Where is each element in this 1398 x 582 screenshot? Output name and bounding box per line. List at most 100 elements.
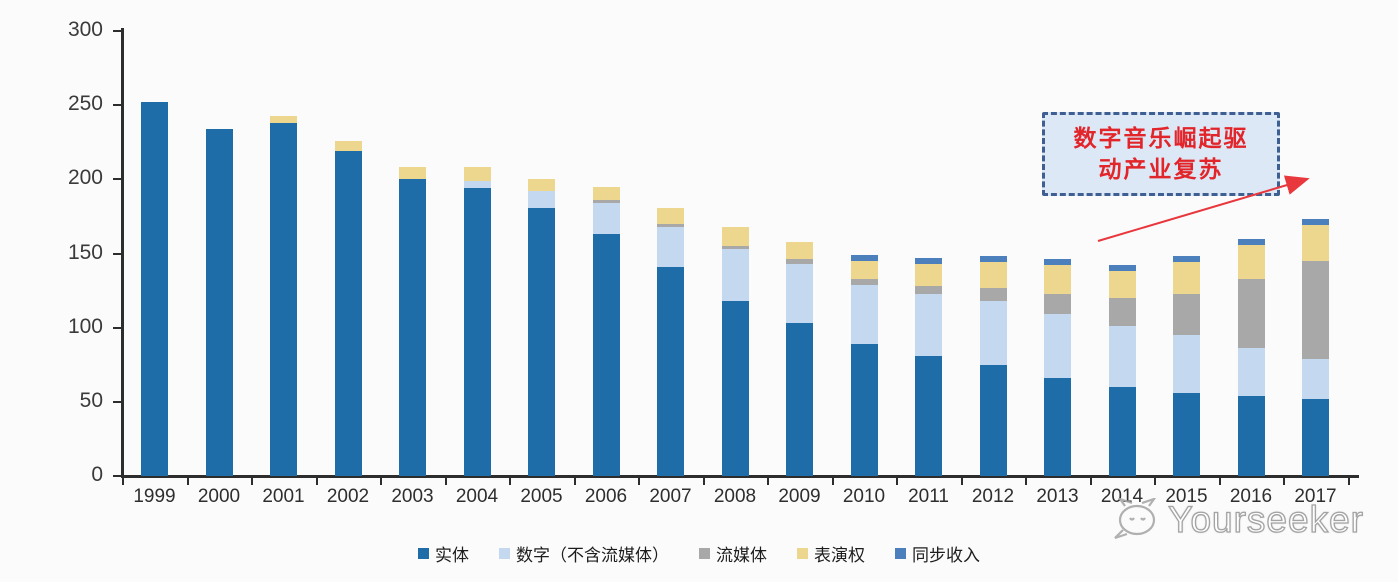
x-axis-tick — [1089, 478, 1092, 485]
bar-segment-2006-performance-rights — [592, 186, 620, 201]
bar-segment-2014-performance-rights — [1108, 271, 1136, 298]
bar-segment-2008-streaming — [721, 246, 749, 250]
x-axis-label: 2015 — [1165, 486, 1208, 507]
x-axis-label: 2010 — [842, 486, 886, 507]
bar-segment-2010-streaming — [850, 278, 878, 285]
x-axis-label: 2017 — [1294, 486, 1337, 507]
x-axis-label: 2014 — [1100, 486, 1144, 507]
bar-segment-2000-physical — [205, 128, 233, 476]
y-axis-tick — [113, 475, 122, 477]
legend-item-sync-revenue: 同步收入 — [895, 541, 980, 566]
x-axis-tick — [1154, 478, 1157, 485]
y-axis-line — [121, 28, 124, 478]
bar-segment-2013-performance-rights — [1044, 265, 1071, 294]
legend-swatch-sync-revenue — [895, 548, 906, 559]
x-axis-tick — [186, 478, 189, 485]
bar-segment-2017-sync-revenue — [1302, 219, 1329, 226]
x-axis-label: 2005 — [520, 486, 563, 507]
bar-segment-2007-streaming — [657, 223, 684, 227]
x-axis-tick — [573, 478, 576, 485]
bar-segment-2016-physical — [1237, 395, 1265, 476]
x-axis-tick — [315, 478, 318, 485]
bar-segment-2011-streaming — [915, 286, 942, 294]
legend-swatch-streaming — [699, 548, 710, 559]
x-axis-tick — [767, 478, 770, 485]
bar-segment-2009-physical — [786, 323, 813, 476]
bar-segment-2015-physical — [1173, 392, 1200, 476]
bar-segment-2008-performance-rights — [721, 226, 749, 247]
x-axis-label: 2011 — [908, 486, 949, 507]
bar-segment-2014-physical — [1108, 387, 1136, 476]
bar-segment-2007-digital-excl-streaming — [657, 226, 684, 267]
y-axis-label: 250 — [67, 92, 103, 116]
bar-segment-2004-physical — [463, 188, 491, 476]
x-axis-label: 2001 — [262, 486, 305, 507]
bar-segment-2015-performance-rights — [1173, 262, 1200, 294]
bar-segment-2012-performance-rights — [979, 262, 1007, 288]
x-axis-tick — [1283, 478, 1286, 485]
bar-segment-2017-digital-excl-streaming — [1302, 358, 1329, 399]
bar-segment-2010-physical — [850, 343, 878, 476]
legend-label-digital-excl-streaming: 数字（不含流媒体） — [516, 546, 669, 565]
bar-segment-2008-physical — [721, 300, 749, 476]
legend-label-streaming: 流媒体 — [716, 546, 767, 565]
annotation-text-line1: 数字音乐崛起驱 — [1073, 125, 1249, 151]
bar-segment-2010-sync-revenue — [850, 254, 878, 261]
bar-segment-2006-physical — [592, 234, 620, 476]
x-axis-line — [121, 475, 1359, 478]
x-axis-tick — [896, 478, 899, 485]
y-axis-label: 50 — [79, 388, 103, 412]
bar-segment-2010-performance-rights — [850, 260, 878, 279]
x-axis-tick — [960, 478, 963, 485]
bar-segment-2013-sync-revenue — [1044, 259, 1071, 266]
bar-segment-2003-performance-rights — [399, 167, 426, 180]
bar-segment-2016-digital-excl-streaming — [1237, 348, 1265, 396]
x-axis-tick — [638, 478, 641, 485]
bar-segment-2004-performance-rights — [463, 167, 491, 181]
x-axis-label: 2007 — [649, 486, 692, 507]
bar-segment-2001-physical — [270, 122, 297, 476]
bar-segment-2016-sync-revenue — [1237, 238, 1265, 245]
bar-segment-2002-performance-rights — [334, 140, 362, 152]
bar-segment-2005-performance-rights — [528, 179, 555, 192]
x-axis-tick — [444, 478, 447, 485]
x-axis-label: 2009 — [778, 486, 821, 507]
bar-segment-2013-digital-excl-streaming — [1044, 314, 1071, 379]
bar-segment-2006-digital-excl-streaming — [592, 203, 620, 235]
bar-segment-2012-physical — [979, 364, 1007, 476]
y-axis-label: 300 — [67, 18, 103, 41]
bar-segment-2014-digital-excl-streaming — [1108, 326, 1136, 387]
legend: 实体 数字（不含流媒体） 流媒体 表演权 同步收入 — [0, 541, 1398, 566]
y-axis-tick — [113, 178, 122, 181]
y-axis-tick — [113, 30, 122, 32]
bar-segment-2013-streaming — [1044, 293, 1071, 315]
watermark-label: Yourseeker — [1168, 498, 1364, 540]
bar-segment-2015-streaming — [1173, 293, 1200, 336]
bar-segment-2014-sync-revenue — [1108, 265, 1136, 272]
legend-swatch-physical — [418, 548, 429, 559]
y-axis-tick — [113, 326, 122, 329]
x-axis-tick — [702, 478, 705, 485]
bar-segment-2015-digital-excl-streaming — [1173, 335, 1200, 393]
bar-segment-2010-digital-excl-streaming — [850, 284, 878, 344]
legend-item-digital-excl-streaming: 数字（不含流媒体） — [499, 541, 669, 566]
bar-segment-2002-physical — [334, 151, 362, 476]
bar-segment-2005-physical — [528, 207, 555, 476]
annotation-arrow — [1097, 175, 1310, 242]
x-axis-label: 2008 — [713, 486, 757, 507]
bar-segment-2003-physical — [399, 179, 426, 476]
bar-segment-2011-sync-revenue — [915, 257, 942, 264]
x-axis-label: 1999 — [133, 486, 176, 507]
x-axis-tick — [1218, 478, 1221, 485]
y-axis-label: 0 — [91, 463, 103, 486]
bar-segment-2011-performance-rights — [915, 263, 942, 287]
x-axis-tick — [251, 478, 254, 485]
annotation-callout: 数字音乐崛起驱 动产业复苏 — [1042, 112, 1280, 196]
bar-segment-2014-streaming — [1108, 298, 1136, 327]
bar-segment-2011-digital-excl-streaming — [915, 293, 942, 356]
x-axis-tick — [1025, 478, 1028, 485]
bar-segment-2013-physical — [1044, 378, 1071, 476]
bar-segment-2017-performance-rights — [1302, 225, 1329, 261]
legend-item-physical: 实体 — [418, 541, 469, 566]
